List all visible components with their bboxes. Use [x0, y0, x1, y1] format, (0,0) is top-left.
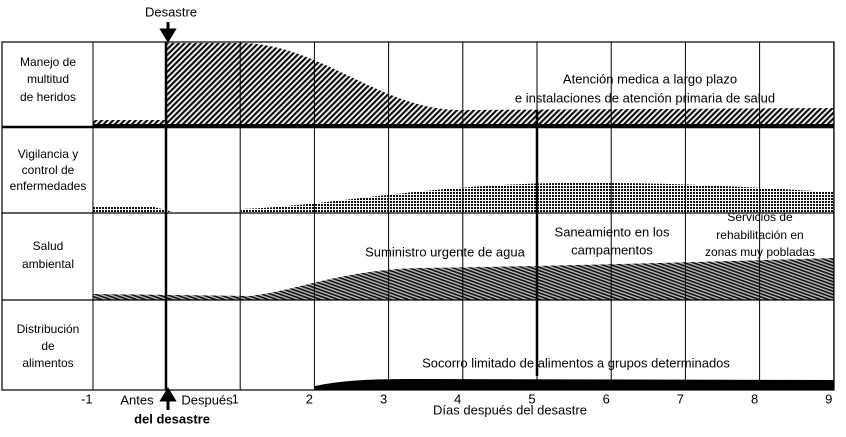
x-tick-label: 3 — [380, 391, 387, 406]
annotation: Suministro urgente de agua — [365, 244, 525, 259]
annotation: zonas muy pobladas — [705, 245, 815, 259]
event-arrow — [159, 22, 177, 43]
x-tick-label: 5 — [528, 391, 535, 406]
annotation: Saneamiento en los — [555, 224, 670, 239]
annotation: Socorro limitado de alimentos a grupos d… — [422, 355, 730, 370]
annotation: campamentos — [571, 242, 653, 257]
event-label: Desastre — [145, 4, 197, 19]
x-tick-label: 8 — [751, 391, 758, 406]
after-label: Después — [181, 392, 233, 407]
x-tick-label: -1 — [81, 391, 93, 406]
grid — [239, 42, 835, 390]
event-axis-label: del desastre — [134, 411, 210, 426]
row-label: Vigilancia y — [18, 147, 78, 161]
row-label: Distribución — [17, 322, 80, 336]
area-injured — [93, 43, 834, 127]
x-tick-label: 9 — [825, 391, 832, 406]
x-tick-label: 2 — [306, 391, 313, 406]
axis-title: Días después del desastre — [433, 402, 587, 417]
row-label: control de — [22, 163, 75, 177]
row-label: multitud — [27, 72, 69, 86]
row-label: alimentos — [22, 356, 73, 370]
x-tick-label: 4 — [454, 391, 461, 406]
annotation: Atención medica a largo plazo — [563, 71, 737, 86]
area-surveillance — [93, 182, 834, 213]
before-label: Antes — [120, 392, 154, 407]
row-label: enfermedades — [10, 179, 87, 193]
annotation: e instalaciones de atención primaria de … — [515, 90, 775, 105]
row-label: Salud — [33, 239, 64, 253]
area-environment — [93, 258, 834, 300]
area-food — [315, 379, 834, 390]
annotation: Servicios de — [727, 210, 793, 224]
row-label: ambiental — [22, 257, 74, 271]
row-label: de heridos — [20, 90, 76, 104]
event-arrow-bottom — [159, 387, 177, 410]
row-label: de — [41, 339, 55, 353]
x-tick-label: 7 — [677, 391, 684, 406]
annotation: rehabilitación en — [716, 228, 803, 242]
x-tick-label: 1 — [232, 391, 239, 406]
row-label: Manejo de — [20, 55, 76, 69]
x-tick-label: 6 — [603, 391, 610, 406]
